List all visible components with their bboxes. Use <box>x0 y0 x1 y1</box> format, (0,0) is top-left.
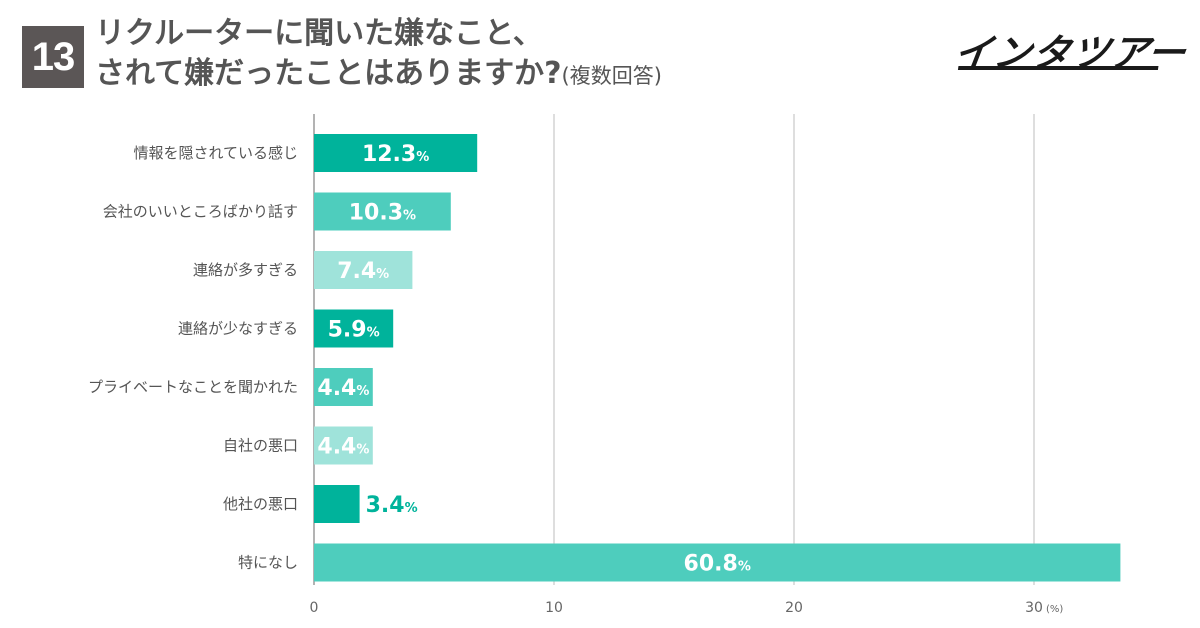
category-label: 会社のいいところばかり話す <box>103 203 298 221</box>
bar <box>314 543 1121 582</box>
question-number-badge: 13 <box>22 26 84 88</box>
value-label: 4.4% <box>317 376 369 401</box>
title-line-1: リクルーターに聞いた嫌なこと、 <box>95 16 543 51</box>
title-suffix: (複数回答) <box>561 64 662 88</box>
category-label: 連絡が少なすぎる <box>178 320 298 338</box>
value-label: 60.8% <box>684 552 751 577</box>
category-label: プライベートなことを聞かれた <box>88 378 298 396</box>
value-label: 12.3% <box>362 142 429 167</box>
x-tick-label: 20 <box>785 600 803 616</box>
category-label: 特になし <box>238 554 298 572</box>
title-line-2-text: されて嫌だったことはありますか? <box>95 56 562 91</box>
category-label: 連絡が多すぎる <box>193 261 298 279</box>
bar <box>314 426 373 465</box>
bar <box>314 485 360 523</box>
category-label: 自社の悪口 <box>223 437 298 455</box>
value-label: 5.9% <box>328 318 380 343</box>
bars <box>314 134 1121 582</box>
x-tick-label: 30 <box>1025 600 1043 616</box>
gridlines <box>313 114 1035 585</box>
x-tick-label: 10 <box>545 600 563 616</box>
bar <box>314 368 373 406</box>
title-line-2: されて嫌だったことはありますか?(複数回答) <box>95 54 915 96</box>
bar <box>314 134 478 172</box>
x-tick-label: 0 <box>310 600 319 616</box>
chart-title: リクルーターに聞いた嫌なこと、 されて嫌だったことはありますか?(複数回答) <box>95 14 915 96</box>
x-axis-unit: (%) <box>1046 604 1063 615</box>
bar <box>314 251 413 289</box>
labels: 0 10 20 30 (%) 情報を隠されている感じ 12.3% 会社のいいところばかり話す 1… <box>88 142 1063 616</box>
category-label: 情報を隠されている感じ <box>133 144 298 162</box>
bar <box>314 309 394 348</box>
category-label: 他社の悪口 <box>223 495 298 513</box>
bar <box>314 192 451 231</box>
value-label: 7.4% <box>337 259 389 284</box>
value-label: 3.4% <box>366 493 418 518</box>
value-label: 10.3% <box>349 201 416 226</box>
value-label: 4.4% <box>317 435 369 460</box>
